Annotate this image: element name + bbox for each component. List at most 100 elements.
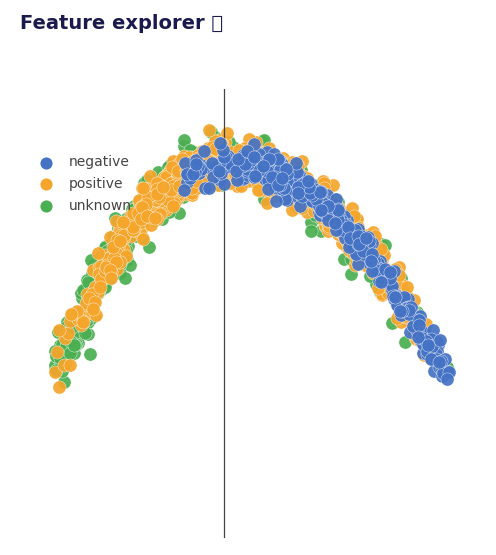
positive [140, 186, 148, 195]
positive [411, 314, 419, 323]
positive [79, 317, 87, 326]
unknown [207, 152, 215, 160]
positive [163, 183, 171, 191]
negative [247, 158, 255, 167]
unknown [211, 157, 219, 165]
positive [153, 181, 161, 190]
negative [239, 175, 247, 184]
unknown [250, 160, 258, 169]
positive [323, 211, 331, 220]
negative [261, 175, 269, 184]
unknown [55, 352, 62, 361]
unknown [331, 201, 339, 210]
positive [231, 169, 239, 178]
positive [178, 154, 186, 163]
positive [329, 199, 337, 208]
positive [221, 138, 229, 147]
positive [286, 168, 294, 177]
positive [158, 196, 166, 205]
positive [205, 159, 213, 168]
unknown [216, 168, 224, 176]
positive [389, 270, 397, 279]
positive [383, 273, 391, 282]
positive [238, 149, 246, 158]
unknown [84, 330, 92, 339]
negative [331, 218, 339, 227]
positive [310, 190, 318, 199]
unknown [101, 243, 109, 251]
unknown [217, 152, 225, 161]
unknown [164, 184, 172, 193]
positive [383, 267, 391, 276]
positive [304, 180, 311, 189]
positive [168, 187, 176, 196]
positive [248, 153, 256, 162]
positive [160, 173, 168, 182]
positive [376, 268, 384, 277]
unknown [239, 170, 247, 179]
negative [302, 188, 310, 196]
positive [298, 182, 306, 191]
positive [183, 169, 191, 178]
positive [284, 170, 292, 179]
positive [261, 163, 269, 172]
positive [280, 178, 288, 186]
unknown [294, 188, 302, 196]
positive [153, 178, 161, 187]
positive [334, 229, 342, 238]
positive [297, 186, 305, 195]
positive [194, 153, 202, 162]
negative [439, 364, 447, 373]
positive [183, 165, 190, 174]
unknown [377, 240, 385, 249]
unknown [163, 189, 171, 198]
negative [266, 175, 274, 184]
unknown [228, 150, 236, 159]
negative [296, 171, 304, 180]
positive [401, 312, 409, 321]
negative [423, 337, 431, 346]
positive [363, 239, 371, 248]
negative [275, 158, 283, 166]
positive [355, 243, 363, 251]
unknown [111, 249, 119, 258]
positive [73, 306, 81, 315]
positive [320, 214, 328, 223]
unknown [158, 170, 166, 179]
positive [244, 177, 252, 186]
positive [411, 324, 419, 332]
positive [160, 189, 168, 198]
negative [224, 152, 232, 160]
positive [218, 164, 226, 173]
positive [184, 172, 191, 181]
positive [264, 188, 272, 196]
positive [281, 178, 289, 187]
unknown [302, 186, 310, 195]
unknown [150, 207, 158, 216]
unknown [406, 309, 414, 317]
positive [85, 294, 93, 303]
negative [278, 173, 286, 182]
positive [231, 160, 239, 169]
unknown [90, 312, 98, 321]
positive [284, 185, 292, 194]
positive [89, 266, 97, 275]
unknown [363, 243, 371, 251]
positive [339, 212, 347, 221]
unknown [293, 188, 301, 196]
unknown [86, 350, 94, 359]
positive [328, 211, 336, 220]
negative [396, 307, 404, 316]
positive [219, 164, 227, 173]
unknown [128, 205, 136, 214]
unknown [403, 305, 411, 314]
positive [255, 170, 263, 179]
positive [208, 163, 216, 171]
positive [218, 140, 226, 149]
unknown [117, 256, 124, 265]
positive [398, 284, 406, 293]
positive [229, 166, 237, 175]
unknown [253, 156, 261, 165]
positive [227, 158, 235, 167]
positive [277, 158, 285, 167]
